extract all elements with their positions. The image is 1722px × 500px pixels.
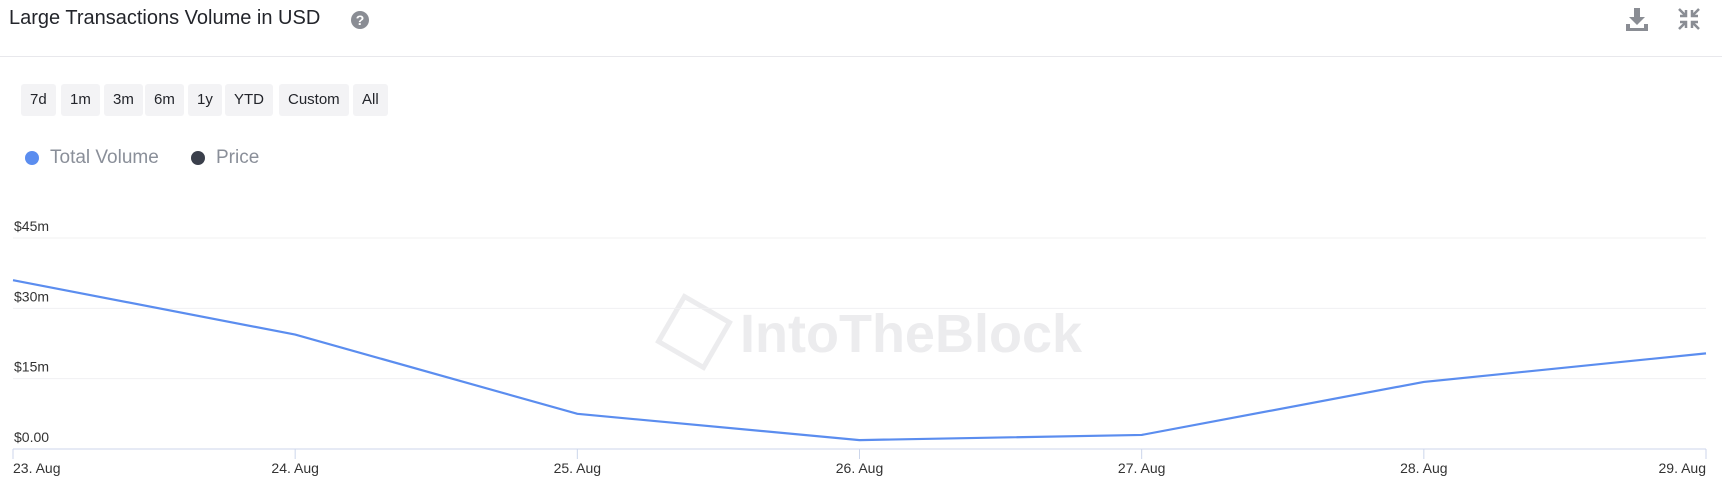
range-button[interactable]: 1m: [61, 84, 100, 116]
y-tick-label: $15m: [14, 359, 49, 375]
legend-item[interactable]: Total Volume: [25, 147, 159, 168]
range-button[interactable]: 7d: [21, 84, 56, 116]
legend-marker: [25, 151, 39, 165]
range-button[interactable]: 6m: [145, 84, 184, 116]
chart-title: Large Transactions Volume in USD: [9, 7, 321, 29]
download-icon[interactable]: [1624, 6, 1650, 32]
watermark: IntoTheBlock: [740, 304, 1083, 364]
watermark-logo: [655, 293, 733, 371]
x-tick-label: 24. Aug: [271, 460, 319, 476]
x-tick-label: 25. Aug: [554, 460, 602, 476]
svg-text:?: ?: [356, 12, 365, 28]
range-button[interactable]: Custom: [279, 84, 349, 116]
range-button[interactable]: YTD: [225, 84, 273, 116]
y-tick-label: $0.00: [14, 429, 49, 445]
collapse-icon[interactable]: [1676, 6, 1702, 32]
x-tick-label: 27. Aug: [1118, 460, 1166, 476]
y-tick-label: $30m: [14, 288, 49, 304]
legend-marker: [191, 151, 205, 165]
x-tick-label: 29. Aug: [1659, 460, 1707, 476]
range-button[interactable]: 1y: [188, 84, 222, 116]
x-tick-label: 26. Aug: [836, 460, 884, 476]
legend-item[interactable]: Price: [191, 147, 259, 168]
x-tick-label: 23. Aug: [13, 460, 61, 476]
range-button[interactable]: 3m: [104, 84, 143, 116]
legend-label: Price: [216, 147, 259, 168]
help-icon[interactable]: ?: [350, 10, 370, 30]
legend-label: Total Volume: [50, 147, 159, 168]
x-tick-label: 28. Aug: [1400, 460, 1448, 476]
header: Large Transactions Volume in USD ?: [0, 0, 1722, 57]
line-series: [12, 279, 1707, 442]
y-tick-label: $45m: [14, 218, 49, 234]
range-button[interactable]: All: [353, 84, 388, 116]
